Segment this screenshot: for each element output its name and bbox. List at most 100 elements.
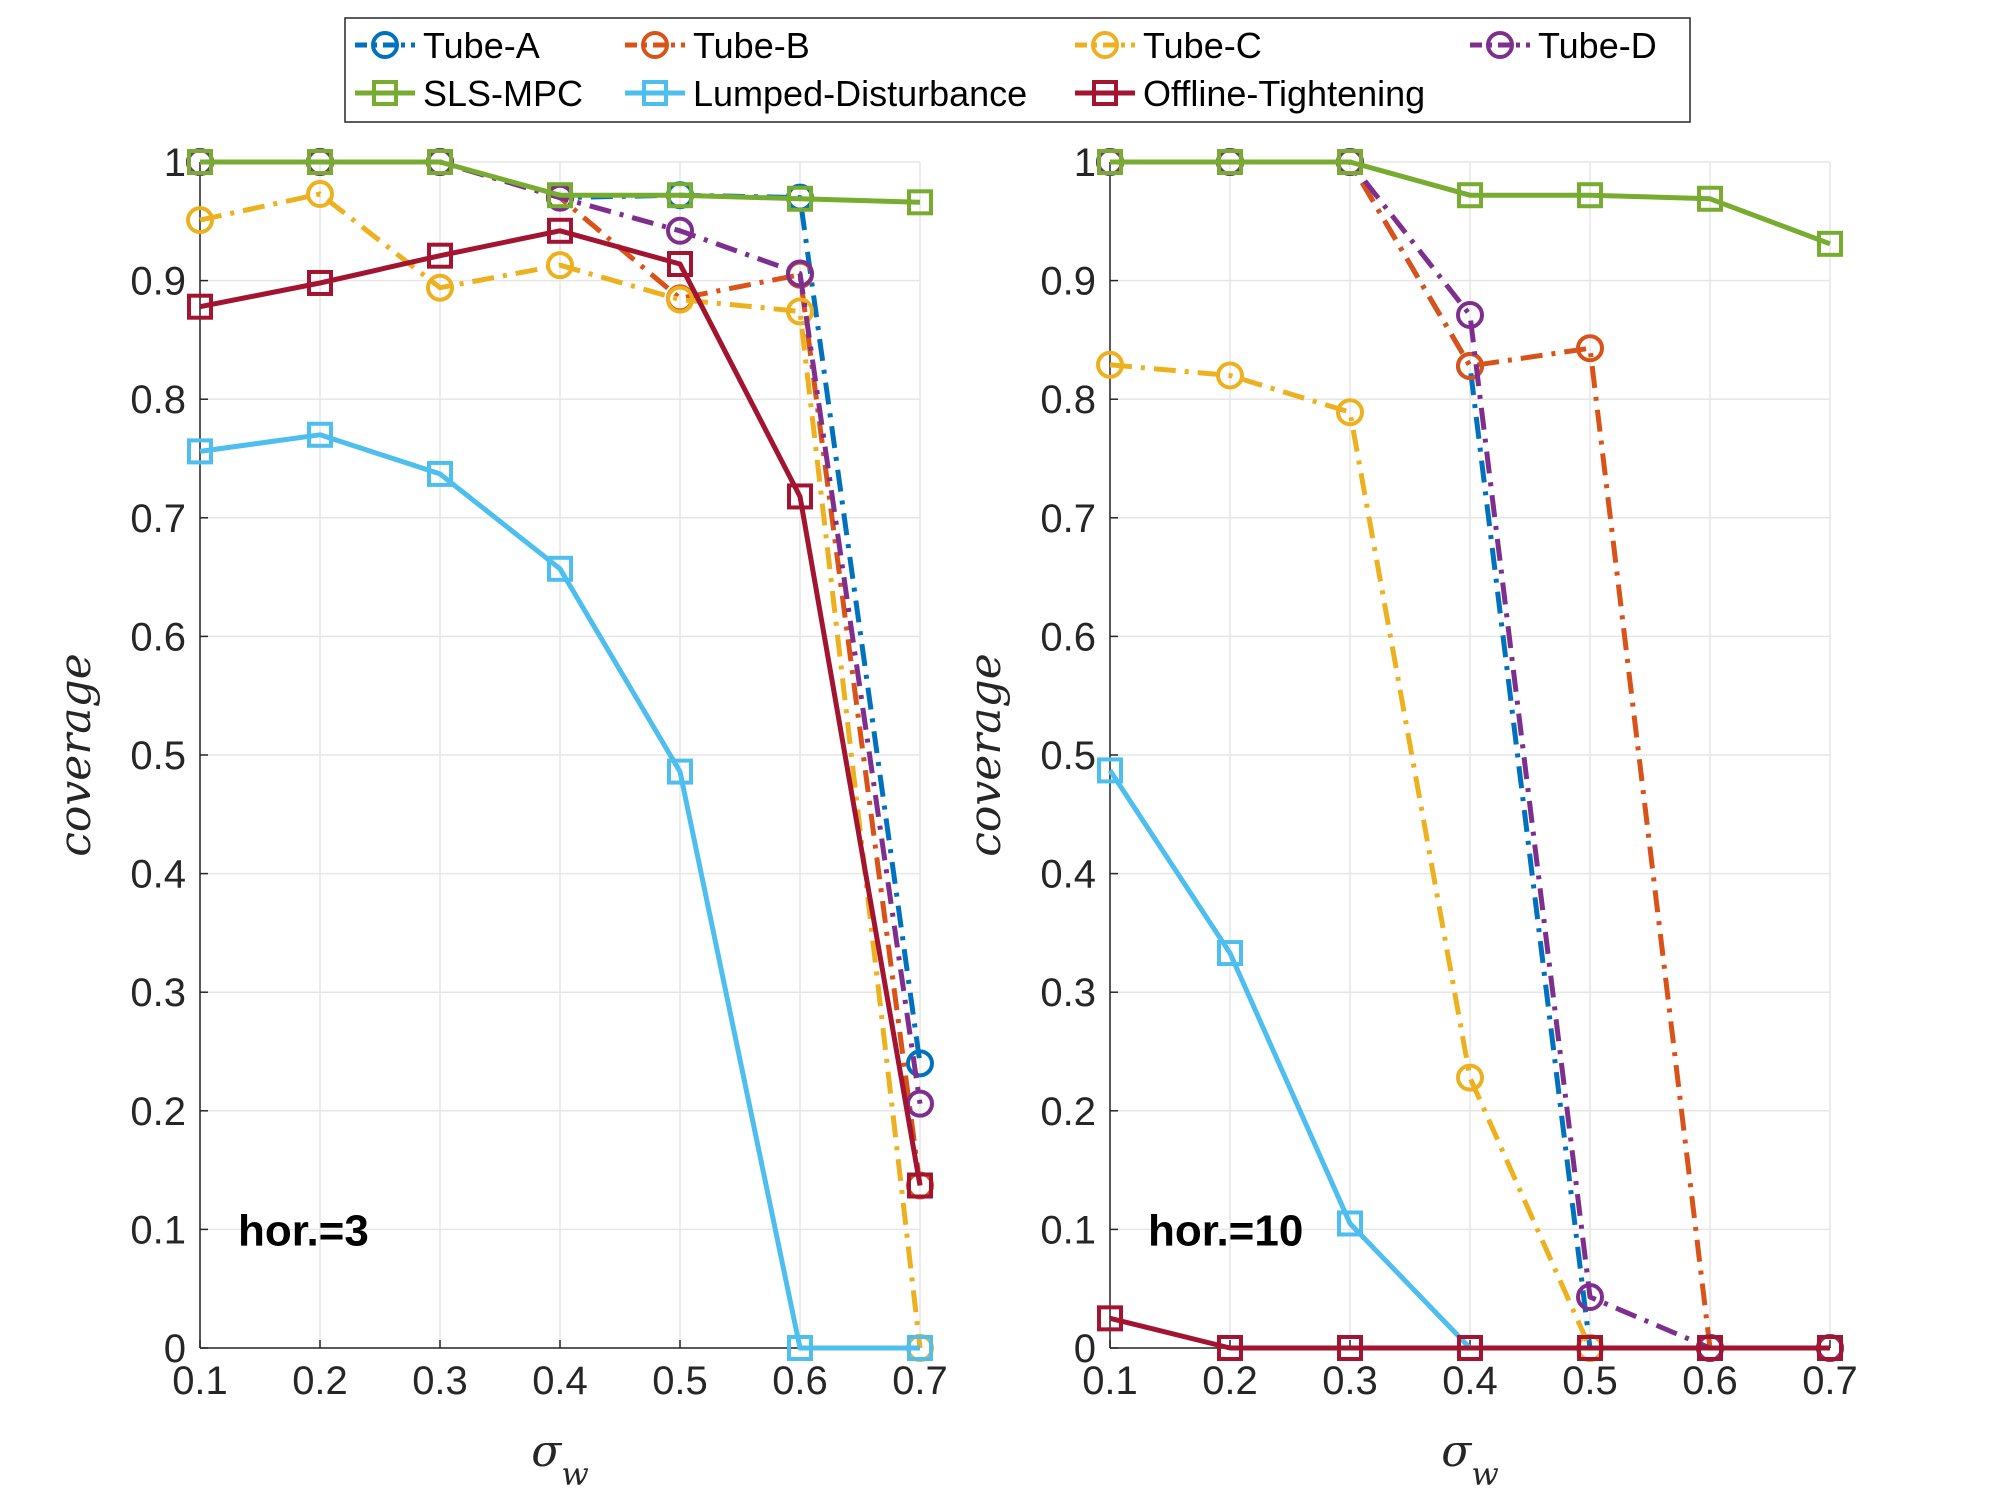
y-axis-label: coverage (50, 653, 101, 857)
x-tick-label: 0.7 (892, 1359, 948, 1403)
y-tick-label: 0 (1074, 1327, 1096, 1371)
x-tick-label: 0.3 (1322, 1359, 1378, 1403)
data-point (907, 1172, 933, 1199)
y-axis-label: coverage (960, 653, 1011, 857)
data-point (1577, 1335, 1603, 1361)
chart-panel-1: 0.1 0.2 0.3 0.4 0.5 0.6 0.700.10.20.30.40.50.6… (50, 141, 948, 1493)
data-point (1576, 1283, 1604, 1312)
y-tick-label: 0.4 (1040, 853, 1096, 897)
data-point (547, 182, 573, 209)
y-tick-label: 0.7 (130, 497, 186, 541)
y-tick-label: 0 (164, 1327, 186, 1371)
data-point (1456, 351, 1484, 380)
legend-box (344, 17, 1691, 123)
data-point (1096, 350, 1124, 379)
x-tick-label: 0.1 (1082, 1359, 1138, 1403)
x-tick-label: 0.1 (172, 1359, 228, 1403)
data-point (307, 149, 333, 175)
data-point (1577, 182, 1603, 209)
data-point (1456, 1063, 1484, 1092)
series-line (1109, 1315, 1830, 1351)
data-point (1337, 149, 1363, 175)
data-point (1216, 361, 1244, 390)
data-point (187, 293, 213, 320)
data-point (666, 285, 694, 314)
y-tick-label: 0.9 (130, 260, 186, 304)
data-point (1097, 149, 1123, 175)
y-tick-label: 1 (1074, 141, 1096, 185)
y-tick-label: 0.6 (130, 615, 186, 659)
data-point (786, 297, 814, 326)
data-point (787, 1335, 813, 1361)
data-point (1097, 1305, 1123, 1332)
series-line (199, 228, 923, 1186)
y-tick-label: 0.5 (1040, 734, 1096, 778)
x-axis-label: σw (531, 1426, 588, 1493)
data-point (1217, 149, 1243, 175)
data-point (1337, 1335, 1363, 1361)
y-tick-label: 0.2 (1040, 1090, 1096, 1134)
x-tick-label: 0.4 (1442, 1359, 1498, 1403)
legend-label: Lumped-Disturbance (693, 73, 1027, 114)
y-tick-label: 0.8 (1040, 378, 1096, 422)
legend-marker (641, 31, 669, 59)
x-tick-label: 0.2 (292, 1359, 348, 1403)
series-sls-mpc (1097, 149, 1843, 257)
series-line (200, 159, 921, 205)
legend-marker (371, 31, 399, 59)
series-sls-mpc (187, 149, 933, 216)
data-point (1576, 334, 1604, 363)
y-tick-label: 0.2 (130, 1090, 186, 1134)
data-point (547, 217, 573, 244)
legend-label: Tube-C (1143, 25, 1262, 66)
x-tick-label: 0.6 (1682, 1359, 1738, 1403)
data-point (547, 555, 573, 582)
y-tick-label: 0.3 (1040, 971, 1096, 1015)
data-point (307, 421, 333, 448)
data-point (187, 438, 213, 465)
data-point (1817, 1335, 1843, 1361)
data-point (1817, 230, 1843, 257)
data-point (1457, 182, 1483, 209)
horizon-annotation: hor.=3 (238, 1206, 369, 1255)
x-tick-label: 0.5 (1562, 1359, 1618, 1403)
chart-panel-2: 0.1 0.2 0.3 0.4 0.5 0.6 0.700.10.20.30.40.50.6… (960, 141, 1858, 1493)
legend-label: SLS-MPC (423, 73, 583, 114)
data-point (426, 273, 454, 302)
legend-label: Offline-Tightening (1143, 73, 1425, 114)
data-point (667, 250, 693, 277)
x-tick-label: 0.2 (1202, 1359, 1258, 1403)
chart-panels: 0.1 0.2 0.3 0.4 0.5 0.6 0.700.10.20.30.40.50.6… (50, 141, 1858, 1493)
data-point (787, 185, 813, 212)
series-offline-tightening (187, 217, 933, 1199)
data-point (1456, 300, 1484, 329)
legend-marker (1092, 80, 1118, 106)
data-point (306, 180, 334, 209)
x-tick-label: 0.5 (652, 1359, 708, 1403)
data-point (307, 269, 333, 296)
x-tick-label: 0.3 (412, 1359, 468, 1403)
y-tick-label: 0.3 (130, 971, 186, 1015)
data-point (546, 251, 574, 280)
data-point (187, 149, 213, 175)
data-point (787, 483, 813, 510)
data-point (907, 1335, 933, 1361)
legend-marker (1091, 31, 1119, 59)
data-point (1697, 185, 1723, 212)
data-point (786, 259, 814, 288)
legend-marker (1486, 31, 1514, 59)
data-point (1337, 1210, 1363, 1237)
data-point (186, 206, 214, 235)
data-point (1697, 1335, 1723, 1361)
data-point (906, 1049, 934, 1078)
data-point (427, 242, 453, 269)
y-tick-label: 0.9 (1040, 260, 1096, 304)
legend-entry-tube-c: Tube-C (1075, 25, 1262, 66)
x-tick-label: 0.7 (1802, 1359, 1858, 1403)
legend-marker (642, 80, 668, 106)
y-tick-label: 0.5 (130, 734, 186, 778)
y-tick-label: 0.1 (1040, 1208, 1096, 1252)
legend-label: Tube-A (423, 25, 540, 66)
y-tick-label: 0.6 (1040, 615, 1096, 659)
